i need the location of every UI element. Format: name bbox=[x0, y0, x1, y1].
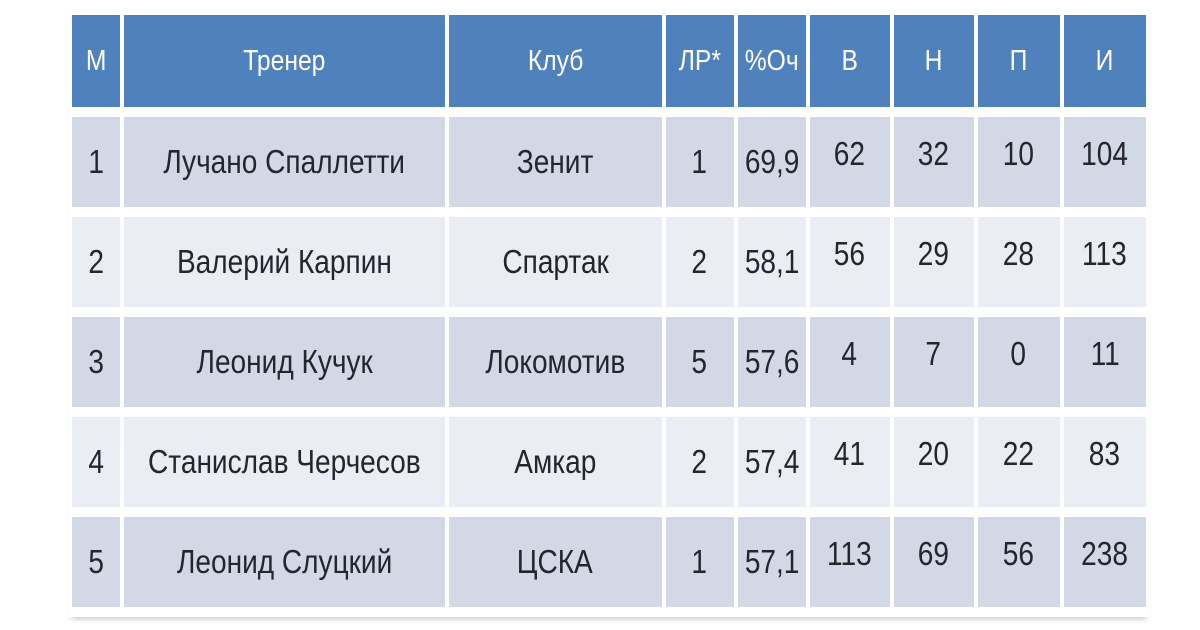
cell-lr: 1 bbox=[665, 517, 734, 607]
header-cell-lr: ЛР* bbox=[665, 15, 734, 107]
table-row: 3 Леонид Кучук Локомотив 5 57,6 4 7 0 11 bbox=[72, 317, 1146, 407]
cell-club: Амкар bbox=[448, 417, 662, 507]
cell-coach: Леонид Кучук bbox=[124, 317, 445, 407]
cell-pct: 57,1 bbox=[737, 517, 806, 607]
cell-club: Спартак bbox=[448, 217, 662, 307]
cell-lr: 2 bbox=[665, 417, 734, 507]
coaches-table: М Тренер Клуб ЛР* %Оч В Н П И 1 Лучано С… bbox=[68, 5, 1150, 617]
header-cell-wins: В bbox=[809, 15, 890, 107]
cell-games: 11 bbox=[1063, 317, 1146, 407]
cell-lr: 2 bbox=[665, 217, 734, 307]
cell-coach: Валерий Карпин bbox=[124, 217, 445, 307]
cell-place: 2 bbox=[72, 217, 120, 307]
table-row: 1 Лучано Спаллетти Зенит 1 69,9 62 32 10… bbox=[72, 117, 1146, 207]
cell-draws: 20 bbox=[893, 417, 974, 507]
cell-draws: 69 bbox=[893, 517, 974, 607]
cell-losses: 28 bbox=[977, 217, 1060, 307]
cell-games: 83 bbox=[1063, 417, 1146, 507]
cell-wins: 113 bbox=[809, 517, 890, 607]
header-cell-losses: П bbox=[977, 15, 1060, 107]
cell-games: 113 bbox=[1063, 217, 1146, 307]
cell-losses: 0 bbox=[977, 317, 1060, 407]
cell-coach: Лучано Спаллетти bbox=[124, 117, 445, 207]
header-cell-club: Клуб bbox=[448, 15, 662, 107]
header-cell-games: И bbox=[1063, 15, 1146, 107]
cell-wins: 41 bbox=[809, 417, 890, 507]
cell-club: Локомотив bbox=[448, 317, 662, 407]
header-cell-place: М bbox=[72, 15, 120, 107]
cell-wins: 4 bbox=[809, 317, 890, 407]
cell-club: Зенит bbox=[448, 117, 662, 207]
cell-draws: 32 bbox=[893, 117, 974, 207]
table-row: 4 Станислав Черчесов Амкар 2 57,4 41 20 … bbox=[72, 417, 1146, 507]
cell-losses: 10 bbox=[977, 117, 1060, 207]
table-row: 5 Леонид Слуцкий ЦСКА 1 57,1 113 69 56 2… bbox=[72, 517, 1146, 607]
header-cell-draws: Н bbox=[893, 15, 974, 107]
cell-pct: 57,6 bbox=[737, 317, 806, 407]
header-row: М Тренер Клуб ЛР* %Оч В Н П И bbox=[72, 15, 1146, 107]
cell-place: 5 bbox=[72, 517, 120, 607]
cell-place: 3 bbox=[72, 317, 120, 407]
cell-place: 1 bbox=[72, 117, 120, 207]
cell-draws: 29 bbox=[893, 217, 974, 307]
cell-losses: 22 bbox=[977, 417, 1060, 507]
cell-club: ЦСКА bbox=[448, 517, 662, 607]
header-cell-pct: %Оч bbox=[737, 15, 806, 107]
cell-wins: 56 bbox=[809, 217, 890, 307]
cell-wins: 62 bbox=[809, 117, 890, 207]
cell-draws: 7 bbox=[893, 317, 974, 407]
cell-games: 104 bbox=[1063, 117, 1146, 207]
cell-pct: 58,1 bbox=[737, 217, 806, 307]
cell-lr: 1 bbox=[665, 117, 734, 207]
header-cell-coach: Тренер bbox=[124, 15, 445, 107]
cell-losses: 56 bbox=[977, 517, 1060, 607]
cell-games: 238 bbox=[1063, 517, 1146, 607]
cell-pct: 57,4 bbox=[737, 417, 806, 507]
cell-coach: Станислав Черчесов bbox=[124, 417, 445, 507]
cell-place: 4 bbox=[72, 417, 120, 507]
table-row: 2 Валерий Карпин Спартак 2 58,1 56 29 28… bbox=[72, 217, 1146, 307]
cell-lr: 5 bbox=[665, 317, 734, 407]
cell-pct: 69,9 bbox=[737, 117, 806, 207]
cell-coach: Леонид Слуцкий bbox=[124, 517, 445, 607]
